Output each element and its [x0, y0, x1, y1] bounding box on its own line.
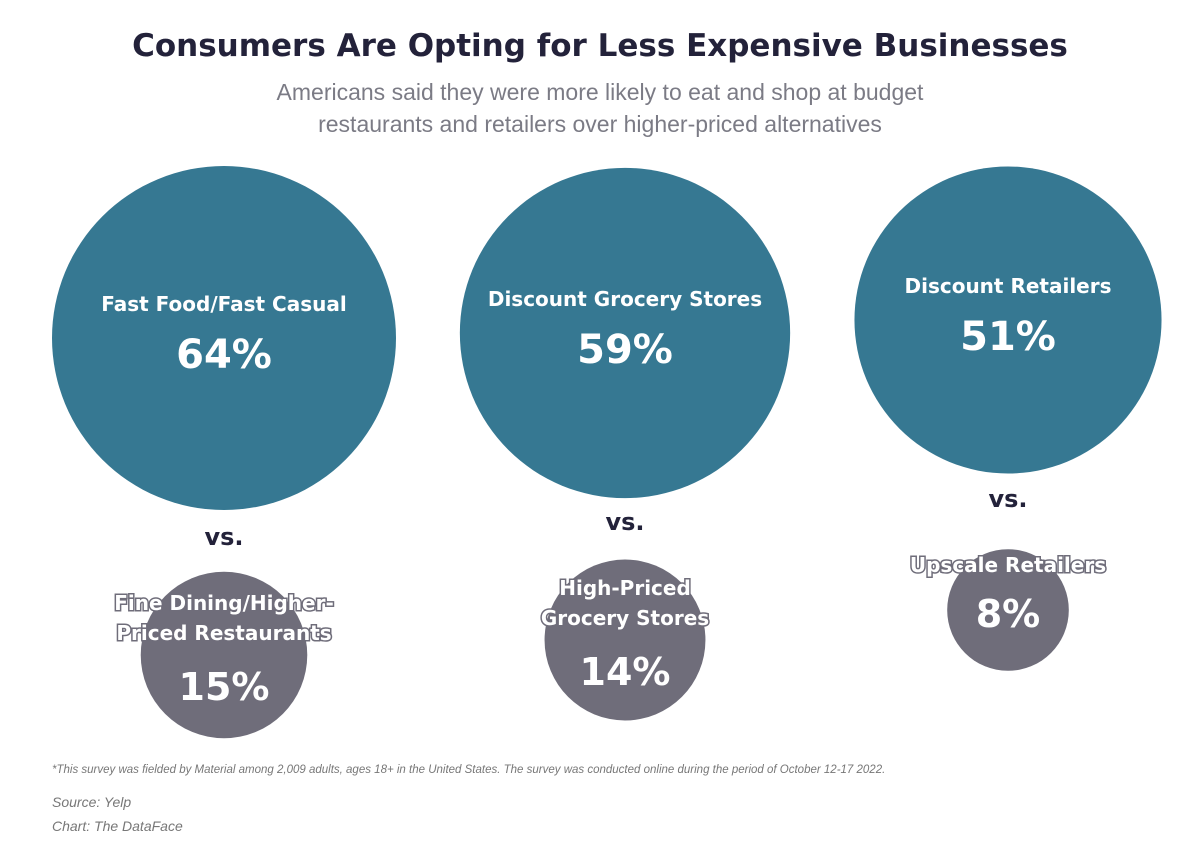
budget-label: Discount Grocery Stores — [488, 287, 762, 311]
budget-bubble — [459, 167, 791, 499]
premium-label: Fine Dining/Higher- — [114, 591, 334, 615]
premium-label: Grocery Stores — [541, 606, 709, 630]
source: Source: Yelp — [52, 794, 132, 810]
premium-label: High-Priced — [559, 576, 691, 600]
premium-bubble — [140, 571, 308, 739]
footnote: *This survey was fielded by Material amo… — [52, 764, 886, 776]
premium-value: 15% — [179, 665, 270, 709]
budget-label: Discount Retailers — [904, 274, 1111, 298]
budget-bubble — [52, 166, 396, 510]
premium-bubble — [544, 559, 706, 721]
budget-bubble — [854, 166, 1162, 474]
chart-subtitle: Americans said they were more likely to … — [276, 79, 924, 137]
vs-label: vs. — [204, 523, 243, 551]
vs-label: vs. — [605, 508, 644, 536]
budget-value: 64% — [176, 332, 272, 378]
premium-bubble — [947, 549, 1069, 671]
budget-value: 51% — [960, 314, 1056, 360]
premium-label: Upscale Retailers — [910, 553, 1106, 577]
vs-label: vs. — [988, 485, 1027, 513]
credit: Chart: The DataFace — [52, 818, 183, 834]
premium-value: 14% — [580, 650, 671, 694]
chart-title: Consumers Are Opting for Less Expensive … — [132, 28, 1068, 64]
budget-value: 59% — [577, 327, 673, 373]
premium-value: 8% — [976, 592, 1041, 636]
bubble-plot: Fast Food/Fast Casual 64% vs. Fine Dining/H… — [52, 166, 1162, 739]
premium-label: Priced Restaurants — [116, 621, 331, 645]
budget-label: Fast Food/Fast Casual — [101, 292, 346, 316]
